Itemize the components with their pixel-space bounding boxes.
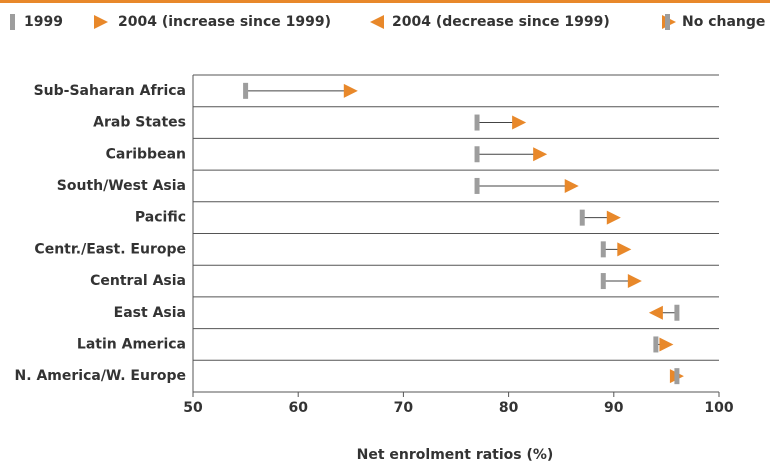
x-tick-label: 50 bbox=[183, 400, 203, 416]
start-marker bbox=[474, 114, 480, 131]
legend-label: 2004 (increase since 1999) bbox=[118, 14, 331, 30]
x-tick-label: 80 bbox=[499, 400, 519, 416]
arrow-head bbox=[512, 115, 527, 130]
category-label: Arab States bbox=[93, 115, 186, 131]
category-label: Pacific bbox=[135, 210, 186, 226]
arrow-head bbox=[648, 305, 663, 320]
x-tick-label: 100 bbox=[704, 400, 733, 416]
category-label: East Asia bbox=[114, 305, 186, 321]
arrow-head bbox=[564, 178, 579, 193]
legend-label: 2004 (decrease since 1999) bbox=[392, 14, 610, 30]
x-tick-label: 60 bbox=[288, 400, 308, 416]
arrow-head bbox=[617, 242, 632, 257]
legend-label: 1999 bbox=[24, 14, 63, 30]
start-marker bbox=[674, 304, 680, 321]
start-marker bbox=[600, 273, 606, 290]
category-label: South/West Asia bbox=[57, 178, 186, 194]
start-marker bbox=[579, 209, 585, 226]
legend-label: No change bbox=[682, 14, 765, 30]
arrow-head bbox=[627, 274, 642, 289]
category-label: Latin America bbox=[77, 336, 186, 352]
category-label: N. America/W. Europe bbox=[15, 368, 186, 384]
arrow-head bbox=[343, 83, 358, 98]
arrow-head bbox=[659, 337, 674, 352]
legend-icon bbox=[10, 14, 15, 30]
arrow-head bbox=[606, 210, 621, 225]
start-marker bbox=[474, 146, 480, 163]
category-label: Caribbean bbox=[106, 146, 186, 162]
start-marker bbox=[243, 82, 249, 99]
x-tick-label: 70 bbox=[394, 400, 414, 416]
x-axis-label: Net enrolment ratios (%) bbox=[357, 447, 554, 463]
category-label: Sub-Saharan Africa bbox=[34, 83, 186, 99]
x-tick-label: 90 bbox=[604, 400, 624, 416]
start-marker bbox=[474, 177, 480, 194]
legend-icon bbox=[370, 15, 384, 29]
start-marker bbox=[600, 241, 606, 258]
category-label: Central Asia bbox=[90, 273, 186, 289]
start-marker bbox=[674, 368, 680, 385]
arrow-head bbox=[533, 147, 548, 162]
legend-icon bbox=[665, 14, 670, 30]
top-rule bbox=[0, 0, 770, 3]
legend-icon bbox=[94, 15, 108, 29]
category-label: Centr./East. Europe bbox=[34, 241, 186, 257]
start-marker bbox=[653, 336, 659, 353]
